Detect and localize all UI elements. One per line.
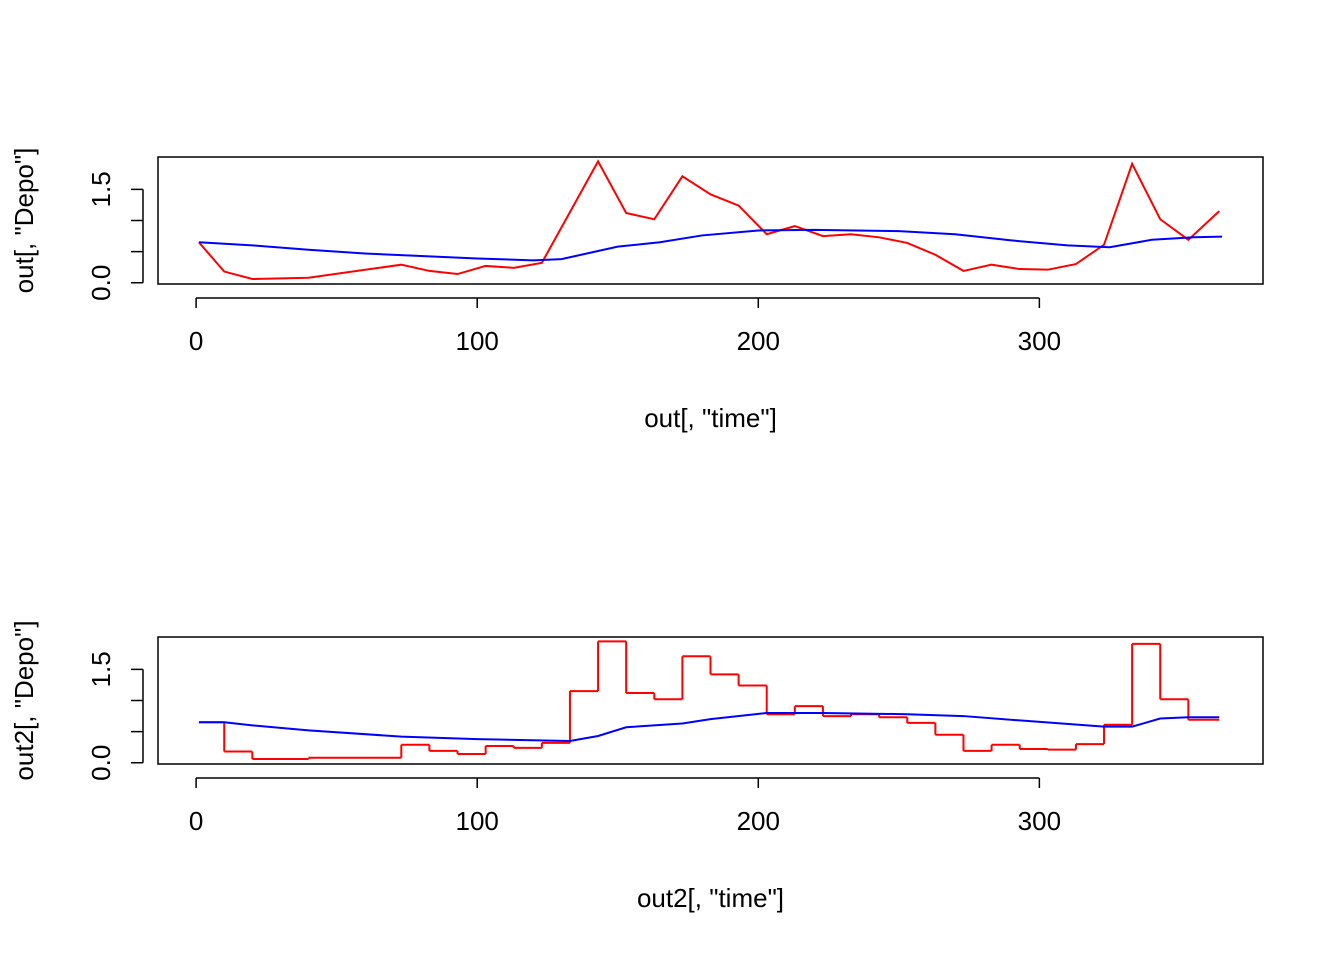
x-tick-label: 200 [737, 806, 780, 836]
x-tick-label: 0 [189, 326, 203, 356]
series-line [198, 159, 1220, 281]
x-tick-label: 100 [456, 326, 499, 356]
y-axis-label: out[, "Depo"] [9, 148, 39, 294]
plot-frame [157, 156, 1264, 285]
plot-frame [157, 636, 1264, 765]
y-tick-label: 1.5 [86, 651, 116, 687]
x-tick-label: 200 [737, 326, 780, 356]
y-axis-label: out2[, "Depo"] [9, 620, 39, 780]
y-tick-label: 0.0 [86, 265, 116, 301]
x-tick-label: 0 [189, 806, 203, 836]
x-tick-label: 300 [1018, 326, 1061, 356]
x-tick-label: 300 [1018, 806, 1061, 836]
x-axis-label: out2[, "time"] [637, 883, 784, 913]
x-axis-label: out[, "time"] [644, 403, 777, 433]
y-tick-label: 0.0 [86, 745, 116, 781]
series-line [198, 228, 1223, 262]
y-tick-label: 1.5 [86, 171, 116, 207]
x-tick-label: 100 [456, 806, 499, 836]
series-line [198, 711, 1220, 742]
